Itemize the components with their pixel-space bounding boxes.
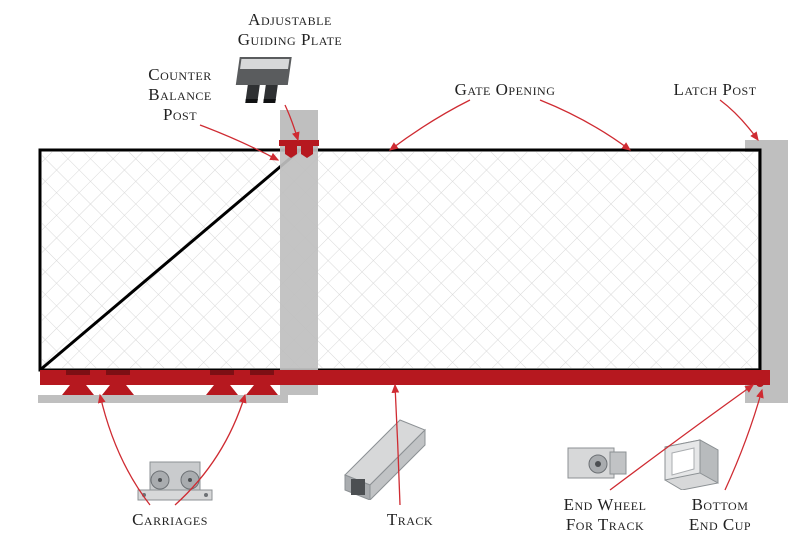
carriage-shape-3 (206, 370, 238, 395)
carriage-shape-1 (62, 370, 94, 395)
guiding-plate-cap-right (301, 146, 313, 158)
arrow-gate-opening-2 (540, 100, 630, 150)
bottom-rail (40, 370, 770, 385)
label-bottom-end-cup: Bottom End Cup (660, 495, 780, 535)
label-end-wheel: End Wheel For Track (530, 495, 680, 535)
gate-mesh (42, 152, 758, 368)
label-carriages: Carriages (110, 510, 230, 530)
arrow-bottom-cup (725, 390, 762, 490)
arrow-guiding-plate (285, 105, 298, 140)
end-wheel-shape (756, 379, 764, 387)
thumb-carriage (130, 450, 220, 505)
guiding-plate-cap-left (285, 146, 297, 158)
counter-balance-post (280, 110, 318, 395)
latch-post (745, 140, 788, 395)
label-adjustable-guiding-plate: Adjustable Guiding Plate (210, 10, 370, 50)
arrow-latch-post (720, 100, 758, 140)
carriage-shape-2 (102, 370, 134, 395)
carriage-shape-4 (246, 370, 278, 395)
label-latch-post: Latch Post (650, 80, 780, 100)
label-track: Track (360, 510, 460, 530)
gate-diagonal-brace (40, 150, 300, 370)
thumb-end-wheel (560, 440, 635, 490)
arrow-gate-opening-1 (390, 100, 470, 150)
guiding-plate-bar (279, 140, 319, 146)
label-counter-balance-post: Counter Balance Post (120, 65, 240, 125)
thumb-track (335, 405, 435, 500)
arrow-counter-balance (200, 125, 278, 160)
ground-pad-left (38, 395, 288, 403)
thumb-bottom-cup (660, 435, 725, 490)
thumb-guiding-plate (230, 55, 300, 105)
gate-frame (40, 150, 760, 370)
ground-pad-right (745, 395, 788, 403)
label-gate-opening: Gate Opening (420, 80, 590, 100)
